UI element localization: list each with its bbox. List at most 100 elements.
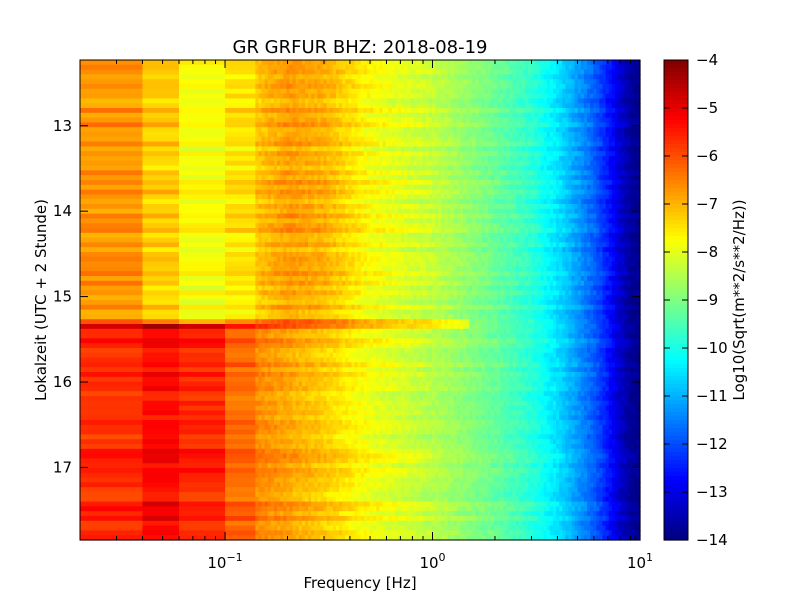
heat-cell xyxy=(326,108,331,114)
heat-cell xyxy=(506,98,511,104)
heat-cell xyxy=(521,122,526,128)
heat-cell xyxy=(416,237,421,243)
heat-cell xyxy=(432,184,436,191)
heat-cell xyxy=(611,141,616,147)
heat-cell xyxy=(450,213,455,219)
heat-cell xyxy=(339,160,343,167)
heat-cell xyxy=(484,122,489,128)
heat-cell xyxy=(292,228,297,234)
heat-cell xyxy=(292,180,297,186)
heat-cell xyxy=(280,69,284,75)
heat-cell xyxy=(413,112,418,119)
heat-cell xyxy=(627,88,632,95)
heat-cell xyxy=(463,242,467,248)
heat-cell xyxy=(391,237,396,243)
heat-cell xyxy=(264,117,269,123)
heat-cell xyxy=(556,232,560,239)
heat-cell xyxy=(453,122,458,128)
heat-cell xyxy=(444,189,449,195)
heat-cell xyxy=(605,232,610,239)
heat-cell xyxy=(273,175,278,181)
heat-cell xyxy=(515,146,520,152)
heat-cell xyxy=(577,88,582,95)
heat-cell xyxy=(593,223,597,229)
heat-cell xyxy=(314,232,318,239)
heat-cell xyxy=(444,160,449,167)
heat-cell xyxy=(481,112,486,119)
heat-cell xyxy=(562,60,566,66)
heat-cell xyxy=(277,223,281,229)
heat-cell xyxy=(636,156,641,162)
heat-cell xyxy=(401,98,405,104)
heat-cell xyxy=(484,184,489,191)
heat-cell xyxy=(342,228,346,234)
heat-cell xyxy=(425,79,430,85)
heat-cell xyxy=(636,199,641,205)
heat-cell xyxy=(280,74,284,80)
heat-cell xyxy=(317,117,322,123)
heat-cell xyxy=(326,74,331,80)
heat-cell xyxy=(314,223,318,229)
heat-cell xyxy=(562,199,566,205)
heat-cell xyxy=(621,132,625,138)
heat-cell xyxy=(407,180,411,186)
heat-cell xyxy=(590,199,594,205)
heat-cell xyxy=(311,228,315,234)
heat-cell xyxy=(556,165,560,171)
heat-cell xyxy=(630,232,635,239)
heat-cell xyxy=(348,117,353,123)
heat-cell xyxy=(283,194,287,200)
heat-cell xyxy=(379,199,384,205)
heat-cell xyxy=(605,103,610,109)
heat-cell xyxy=(469,170,473,176)
heat-cell xyxy=(304,74,309,80)
heat-cell xyxy=(447,146,452,152)
heat-cell xyxy=(255,151,260,157)
heat-cell xyxy=(552,103,557,109)
heat-cell xyxy=(621,160,625,167)
heat-cell xyxy=(351,64,356,71)
heat-cell xyxy=(456,204,461,210)
heat-cell xyxy=(379,218,384,224)
heat-cell xyxy=(354,146,359,152)
heat-cell xyxy=(397,93,402,99)
heat-cell xyxy=(509,151,514,157)
heat-cell xyxy=(329,199,334,205)
heat-cell xyxy=(618,84,622,90)
heat-cell xyxy=(633,218,638,224)
heat-cell xyxy=(621,103,625,109)
heat-cell xyxy=(286,60,291,66)
heat-cell xyxy=(142,156,180,162)
heat-cell xyxy=(432,237,436,243)
heat-cell xyxy=(425,194,430,200)
heat-cell xyxy=(469,194,473,200)
heat-cell xyxy=(459,242,464,248)
heat-cell xyxy=(624,228,628,234)
heat-cell xyxy=(596,132,601,138)
heat-cell xyxy=(335,127,340,133)
heat-cell xyxy=(614,165,619,171)
heat-cell xyxy=(441,223,446,229)
heat-cell xyxy=(407,141,411,147)
heat-cell xyxy=(618,223,622,229)
heat-cell xyxy=(484,213,489,219)
heat-cell xyxy=(142,112,180,119)
heat-cell xyxy=(401,141,405,147)
heat-cell xyxy=(438,208,442,215)
heat-cell xyxy=(425,151,430,157)
heat-cell xyxy=(401,132,405,138)
heat-cell xyxy=(453,132,458,138)
heat-cell xyxy=(614,151,619,157)
heat-cell xyxy=(487,208,492,215)
heat-cell xyxy=(314,160,318,167)
heat-cell xyxy=(525,69,529,75)
heat-cell xyxy=(593,79,597,85)
heat-cell xyxy=(450,69,455,75)
heat-cell xyxy=(621,141,625,147)
heat-cell xyxy=(472,141,477,147)
heat-cell xyxy=(506,117,511,123)
heat-cell xyxy=(366,228,371,234)
heat-cell xyxy=(559,103,563,109)
heat-cell xyxy=(490,189,495,195)
heat-cell xyxy=(618,93,622,99)
